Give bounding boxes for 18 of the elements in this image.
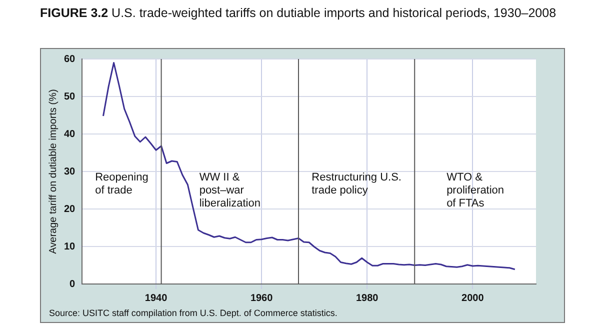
x-tick-label: 2000 <box>462 292 484 304</box>
x-tick-label: 1980 <box>356 292 379 304</box>
y-tick-label: 40 <box>64 128 76 140</box>
annotation: WTO & proliferation of FTAs <box>446 172 504 210</box>
y-tick-label: 20 <box>64 204 76 215</box>
source-note: Source: USITC staff compilation from U.S. Dept. of Commerce statistics. <box>49 308 338 318</box>
chart-title: FIGURE 3.2 U.S. trade-weighted tariffs on dutiable imports and historical periods, 1930–2008 <box>40 6 558 20</box>
y-axis-title: Average tariff on dutiable imports (%) <box>48 89 59 254</box>
y-tick-label: 10 <box>64 241 76 252</box>
y-tick-label: 0 <box>70 278 76 290</box>
annotation: Restructuring U.S. trade policy <box>312 172 402 197</box>
y-tick-label: 30 <box>64 166 76 178</box>
x-tick-label: 1960 <box>250 292 274 304</box>
x-tick-label: 1940 <box>144 292 168 304</box>
y-tick-label: 60 <box>64 54 76 65</box>
annotation: WW II & post–war liberalization <box>199 172 260 210</box>
annotation: Reopening of trade <box>95 172 148 197</box>
y-tick-label: 50 <box>64 91 76 102</box>
